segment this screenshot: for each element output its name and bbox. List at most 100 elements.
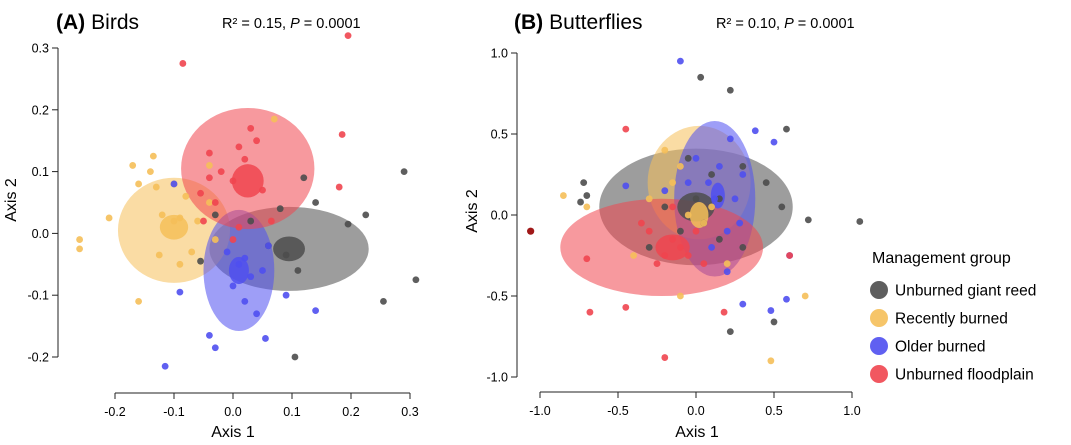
data-point (259, 267, 266, 274)
data-point (135, 180, 143, 188)
data-point (661, 354, 669, 361)
data-point (708, 203, 715, 211)
data-point (726, 135, 734, 143)
data-point (206, 199, 213, 206)
panel-birds: (A) Birds R² = 0.15, P = 0.0001 -0.2 -0.1 0.… (3, 11, 420, 441)
data-point (259, 186, 266, 194)
data-point (677, 57, 684, 65)
data-point (76, 245, 83, 253)
data-point (362, 211, 370, 219)
legend-title: Management group (872, 250, 1011, 267)
data-point (716, 235, 723, 243)
data-point (176, 260, 184, 268)
data-point (338, 131, 346, 138)
data-point (661, 146, 669, 154)
data-point (692, 195, 700, 203)
data-point (152, 183, 160, 191)
data-point (723, 227, 731, 235)
data-point (105, 214, 113, 222)
data-point (206, 162, 213, 169)
x-tick-label: 0.1 (283, 405, 300, 419)
data-point (684, 179, 692, 187)
data-point (856, 218, 864, 225)
data-point (267, 217, 275, 225)
data-point (335, 183, 343, 191)
panel-b-ylabel: Axis 2 (464, 189, 481, 233)
data-point (778, 203, 786, 211)
data-point (726, 86, 734, 94)
data-point (804, 216, 812, 224)
data-point (147, 168, 154, 176)
panel-b-plot (527, 57, 864, 365)
data-point (705, 179, 712, 187)
panel-b-title: (B) Butterflies (514, 11, 643, 34)
x-tick-label: -0.1 (163, 405, 185, 419)
data-point (770, 138, 778, 146)
data-point (247, 124, 255, 132)
data-point (282, 251, 290, 259)
data-point (76, 236, 83, 243)
panel-a-ylabel: Axis 2 (3, 178, 20, 222)
data-point (312, 307, 319, 315)
y-tick-label: 1.0 (491, 47, 508, 61)
data-point (206, 331, 213, 339)
data-point (527, 227, 535, 235)
data-point (211, 236, 219, 243)
legend-swatch (870, 309, 888, 327)
data-point (692, 154, 700, 162)
data-point (217, 168, 225, 176)
y-tick-label: -0.2 (27, 351, 49, 365)
data-point (726, 328, 734, 336)
data-point (645, 227, 653, 235)
x-tick-label: 0.3 (401, 405, 418, 419)
y-tick-label: -0.1 (27, 289, 49, 303)
data-point (622, 125, 630, 133)
data-point (229, 282, 237, 290)
data-point (801, 292, 809, 300)
data-point (684, 252, 692, 259)
data-point (282, 291, 290, 299)
x-tick-label: -1.0 (529, 404, 551, 418)
data-point (158, 211, 166, 219)
data-point (270, 115, 278, 123)
centroid-ellipse-1 (273, 236, 305, 262)
panel-b-axes: -1.0 -0.5 0.0 0.5 1.0 -1.0 -0.5 0.0 0.5 1.0 (486, 47, 860, 419)
y-tick-label: -1.0 (486, 371, 508, 385)
data-point (344, 220, 352, 228)
data-point (206, 149, 213, 157)
data-point (291, 353, 299, 361)
data-point (731, 195, 739, 203)
panel-a-plot (76, 32, 420, 370)
data-point (179, 60, 187, 67)
data-point (276, 205, 284, 213)
data-point (247, 273, 255, 281)
data-point (577, 198, 584, 206)
data-point (344, 32, 352, 40)
data-point (583, 203, 591, 211)
panel-a-stat: R² = 0.15, P = 0.0001 (222, 16, 361, 32)
x-tick-label: 0.2 (342, 405, 359, 419)
data-point (229, 177, 237, 185)
data-point (412, 276, 420, 284)
legend-item-label: Recently burned (895, 311, 1008, 328)
x-tick-label: -0.2 (104, 405, 126, 419)
data-point (223, 248, 231, 256)
data-point (197, 189, 204, 197)
data-point (723, 268, 731, 276)
x-tick-label: -0.5 (607, 404, 629, 418)
data-point (583, 255, 591, 263)
legend: Management group Unburned giant reed Rece… (870, 250, 1036, 384)
panel-butterflies: (B) Butterflies R² = 0.10, P = 0.0001 -1.0… (464, 11, 864, 441)
data-point (669, 235, 676, 243)
x-tick-label: 0.5 (765, 404, 782, 418)
data-point (622, 303, 630, 311)
data-point (783, 125, 790, 133)
data-point (176, 288, 184, 296)
data-point (739, 163, 747, 170)
data-point (188, 248, 196, 256)
data-point (700, 260, 708, 267)
data-point (149, 152, 157, 160)
data-point (767, 307, 775, 314)
data-point (751, 127, 759, 135)
data-point (697, 73, 705, 81)
